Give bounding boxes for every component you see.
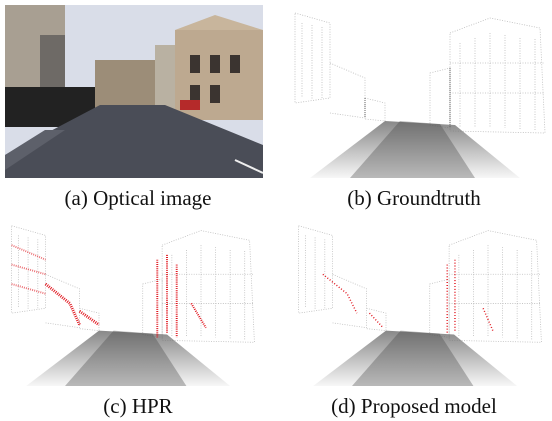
caption: (a) Optical image — [64, 186, 212, 210]
optical-image — [5, 5, 263, 178]
proposed-model-image — [290, 216, 550, 386]
caption: (c) HPR — [103, 394, 173, 418]
groundtruth-image — [290, 3, 550, 178]
caption: (d) Proposed model — [331, 394, 497, 418]
caption: (b) Groundtruth — [347, 186, 481, 210]
hpr-image — [3, 216, 263, 386]
